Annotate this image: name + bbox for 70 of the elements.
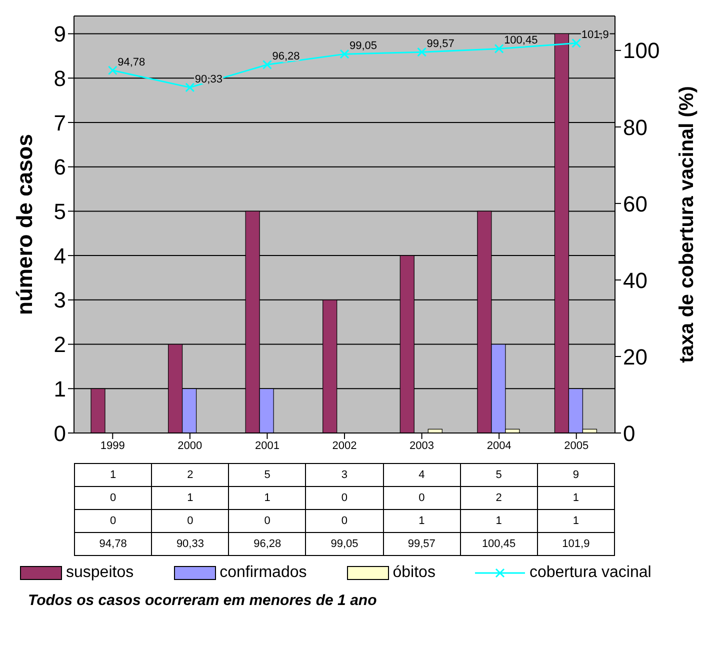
y-tick-label: 8 [54,66,66,91]
data-label: 0 [74,486,152,510]
point [185,82,195,92]
y-tick-label: 3 [54,288,66,313]
x-tick-label: 2004 [486,440,512,452]
data-label: 99,05 [306,532,384,556]
data-label: 5 [228,464,306,486]
point [108,66,118,76]
y-tick-label: 6 [54,154,66,180]
data-label: 1 [537,510,614,532]
y2-tick-label: 80 [623,114,648,140]
data-label: 1 [383,510,460,532]
legend-label: confirmados [220,564,307,582]
x-tick-label: 2002 [332,440,357,452]
text: 99,05 [350,40,378,52]
data-label: 101,9 [537,532,614,556]
x-tick-label: 2005 [564,440,589,452]
y-tick-label: 7 [54,110,66,136]
data-label: 9 [537,464,614,486]
x-tick-label: 2001 [254,440,280,452]
data-label: 99,57 [383,532,460,556]
y-axis-title: número de casos [12,134,37,315]
data-label: 0 [306,486,384,510]
y-tick-label: 5 [54,199,66,224]
data-label: 0 [306,510,384,532]
text: 100,45 [504,34,538,47]
data-label: 90,33 [152,532,229,556]
x-tick-label: 1999 [100,440,125,452]
data-label: 1 [228,486,306,510]
data-label: 0 [74,510,152,532]
y-tick-label: 2 [54,332,66,358]
data-label: 0 [152,510,229,532]
point [572,38,582,48]
text: 94,78 [118,56,146,68]
data-label: 1 [537,486,614,510]
y-tick-label: 0 [54,420,66,446]
data-label: 94,78 [74,532,152,556]
y-tick-label: 9 [54,22,66,47]
data-label: 100,45 [460,532,538,556]
data-label: 1 [74,464,152,486]
y2-tick-label: 40 [623,268,648,293]
point [340,49,350,59]
text: 99,57 [426,38,454,50]
legend-label: cobertura vacinal [529,564,652,582]
data-label: 4 [383,464,460,486]
point [494,44,504,54]
y2-tick-label: 100 [623,38,660,64]
x-tick-label: 2000 [178,440,202,452]
y2-axis-title: taxa de cobertura vacinal (%) [676,86,698,363]
data-label: 3 [306,464,384,486]
y2-tick-label: 20 [623,344,648,370]
data-label: 5 [460,464,538,486]
data-label: 96,28 [228,532,306,556]
text: 96,28 [272,50,300,63]
text: Todos os casos ocorreram em menores de 1 ano [27,592,378,609]
data-label: 0 [228,510,306,532]
data-label: 0 [383,486,460,510]
y2-tick-label: 0 [623,420,636,446]
y-tick-label: 4 [54,243,66,268]
data-label: 2 [152,464,229,486]
y2-tick-label: 60 [623,191,648,216]
data-label: 1 [152,486,229,510]
legend-label: óbitos [392,564,436,582]
y-tick-label: 1 [54,376,66,402]
point [417,47,427,57]
point [262,60,272,70]
data-label: 2 [460,486,538,510]
data-label: 1 [460,510,538,532]
x-tick-label: 2003 [410,440,434,452]
legend-label: suspeitos [66,564,134,582]
